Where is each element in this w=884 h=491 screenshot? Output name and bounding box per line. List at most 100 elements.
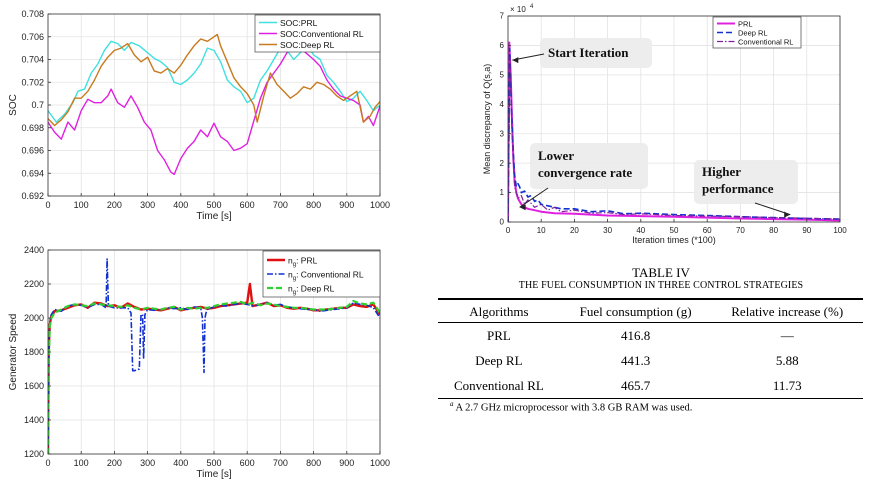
y-tick-label: 1800 [24,347,44,357]
legend-label: SOC:Deep RL [280,40,335,50]
legend-name: SOC:Deep RL [280,40,335,50]
y-tick-label: 7 [500,12,505,21]
y-axis-label: SOC [8,94,19,116]
y-tick-label: 2 [500,159,505,168]
x-tick-label: 60 [703,226,712,235]
x-tick-label: 800 [306,458,321,468]
x-tick-label: 30 [603,226,612,235]
legend-subscript: g [293,262,296,268]
legend-name: n [288,270,293,280]
row-fuel: 416.8 [620,327,651,343]
legend-suffix: : Conventional RL [296,270,364,280]
annotation-text: Higher [702,164,741,179]
annotation-box [694,160,798,204]
x-tick-label: 40 [636,226,645,235]
series-line-qdisc-0 [508,41,840,222]
x-tick-label: 100 [74,458,89,468]
legend-label: ng: PRL [288,256,318,269]
row-increase: 5.88 [775,352,799,368]
annotation-text-line2: performance [702,181,774,196]
legend-name: n [288,284,293,294]
series-line-qdisc-1 [508,47,840,222]
legend-name: n [288,256,293,266]
x-tick-label: 800 [306,200,321,210]
y-tick-label: 1200 [24,449,44,459]
x-tick-label: 100 [833,226,847,235]
x-tick-label: 70 [736,226,745,235]
x-axis-label: Iteration times (*100) [632,235,716,245]
legend-label: SOC:Conventional RL [280,29,364,39]
x-tick-label: 0 [45,200,50,210]
table-header-row: Algorithms Fuel consumption (g) Relative… [438,299,863,323]
row-algorithm: PRL [486,327,511,343]
y-axis-label: Mean discrepancy of Q(s,a) [482,64,492,175]
table-row: Deep RL 441.3 5.88 [438,348,863,373]
x-axis-label: Time [s] [196,211,231,222]
y-tick-label: 0.702 [21,77,44,87]
annotation-text: Start Iteration [548,45,629,60]
y-tick-label: 1600 [24,381,44,391]
legend-name: SOC:Conventional RL [280,29,364,39]
x-tick-label: 600 [240,200,255,210]
x-tick-label: 300 [140,458,155,468]
annotation-text: Lower [538,148,574,163]
x-tick-label: 900 [339,458,354,468]
table-subtitle: THE FUEL CONSUMPTION IN THREE CONTROL ST… [518,280,804,291]
legend-suffix: : PRL [296,256,318,266]
legend-name: SOC:PRL [280,18,318,28]
y-tick-label: 2400 [24,245,44,255]
x-tick-label: 400 [173,458,188,468]
series-line-soc-1 [48,45,380,176]
x-tick-label: 100 [74,200,89,210]
series-line-soc-2 [48,33,380,127]
legend-subscript: g [293,290,296,296]
x-tick-label: 700 [273,200,288,210]
legend-suffix: : Deep RL [296,284,335,294]
table-row: PRL 416.8 — [438,323,863,349]
q-discrepancy-chart: 0 10 20 30 40 50 60 70 80 90 100 0 1 2 3 4 5 6 7 Iteration … [482,4,847,245]
annotation-text-line2: convergence rate [538,165,632,180]
annotation-arrowhead [519,204,526,211]
x-tick-label: 1000 [370,200,390,210]
x-tick-label: 700 [273,458,288,468]
x-tick-label: 1000 [370,458,390,468]
generator-speed-chart: 0 100 200 300 400 500 600 700 800 900 1000 1200 1400… [8,245,390,480]
legend-label: ng: Conventional RL [288,270,364,283]
row-algorithm: Conventional RL [453,377,544,393]
table-footnote: a A 2.7 GHz microprocessor with 3.8 GB R… [438,400,884,414]
y-tick-label: 1400 [24,415,44,425]
x-tick-label: 90 [802,226,811,235]
x-tick-label: 500 [206,200,221,210]
x-tick-label: 500 [206,458,221,468]
y-axis-label: Generator Speed [8,314,19,391]
row-fuel: 441.3 [620,352,651,368]
y-tick-label: 6 [500,41,505,50]
x-tick-label: 10 [537,226,546,235]
annotation-box [530,143,648,189]
x-tick-label: 50 [670,226,679,235]
fuel-table-block: TABLE IV THE FUEL CONSUMPTION IN THREE C… [438,265,884,414]
legend-label: PRL [738,20,753,29]
y-tick-label: 0.7 [31,100,44,110]
y-tick-label: 4 [500,100,505,109]
legend-name: Deep RL [738,29,768,38]
x-tick-label: 0 [506,226,511,235]
legend-name: Conventional RL [738,38,793,47]
axis-multiplier-exponent: 4 [530,4,534,10]
table-row: Conventional RL 465.7 11.73 [438,373,863,399]
footnote-text: A 2.7 GHz microprocessor with 3.8 GB RAM… [455,402,693,414]
annotation-box [540,38,652,68]
row-fuel: 465.7 [620,377,651,393]
annotation-arrowhead [512,57,519,64]
y-tick-label: 0.708 [21,9,44,19]
y-tick-label: 0.698 [21,123,44,133]
x-axis-label: Time [s] [196,469,231,480]
y-tick-label: 2200 [24,279,44,289]
y-tick-label: 0.696 [21,146,44,156]
x-tick-label: 20 [570,226,579,235]
x-tick-label: 400 [173,200,188,210]
header-relative-increase: Relative increase (%) [731,304,844,319]
y-tick-label: 0.706 [21,32,44,42]
axis-multiplier: × 10 [510,5,526,14]
annotation-arrowhead [784,211,791,218]
